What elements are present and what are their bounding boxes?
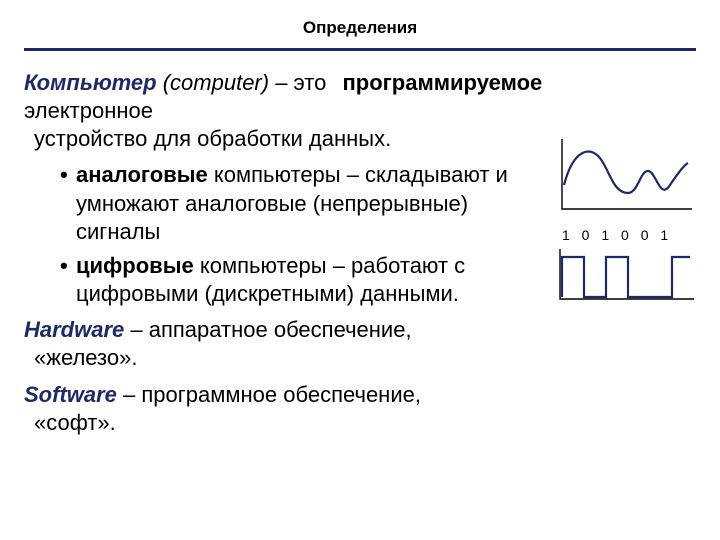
slide: Определения Компьютер (computer) – это п…: [0, 0, 720, 540]
software-text-1: – программное обеспечение,: [117, 382, 421, 407]
axis: [562, 139, 692, 209]
bullet-list: аналоговые компьютеры – складывают и умн…: [24, 161, 550, 308]
word-programmable: программируемое: [342, 70, 542, 95]
slide-title: Определения: [24, 18, 696, 44]
graphics-column: 1 0 1 0 0 1: [556, 135, 696, 305]
term-computer-en: (computer): [163, 70, 269, 95]
computer-rest-2: устройство для обработки данных.: [24, 125, 550, 153]
hardware-text-2: «железо».: [24, 344, 550, 372]
definition-software: Software – программное обеспечение, «соф…: [24, 381, 550, 437]
dash-text: – это: [269, 70, 332, 95]
term-hardware: Hardware: [24, 317, 124, 342]
analog-signal-chart: [556, 135, 696, 217]
hardware-text-1: – аппаратное обеспечение,: [124, 317, 411, 342]
text-column: Компьютер (computer) – это программируем…: [24, 69, 550, 445]
digital-signal-chart: [556, 245, 696, 305]
bullet-digital-term: цифровые: [76, 253, 194, 278]
title-underline-rule: [24, 48, 696, 51]
analog-signal-line: [564, 152, 688, 193]
definition-computer: Компьютер (computer) – это программируем…: [24, 69, 550, 153]
term-software: Software: [24, 382, 117, 407]
software-text-2: «софт».: [24, 409, 550, 437]
term-computer-ru: Компьютер: [24, 70, 157, 95]
digital-signal-line: [562, 257, 690, 297]
bullet-analog: аналоговые компьютеры – складывают и умн…: [60, 161, 550, 245]
slide-body: Компьютер (computer) – это программируем…: [24, 69, 696, 445]
digital-bits-label: 1 0 1 0 0 1: [556, 227, 696, 243]
definition-hardware: Hardware – аппаратное обеспечение, «желе…: [24, 316, 550, 372]
bullet-analog-term: аналоговые: [76, 162, 208, 187]
bullet-digital: цифровые компьютеры – работают с цифровы…: [60, 252, 550, 308]
computer-rest-1: электронное: [24, 98, 153, 123]
